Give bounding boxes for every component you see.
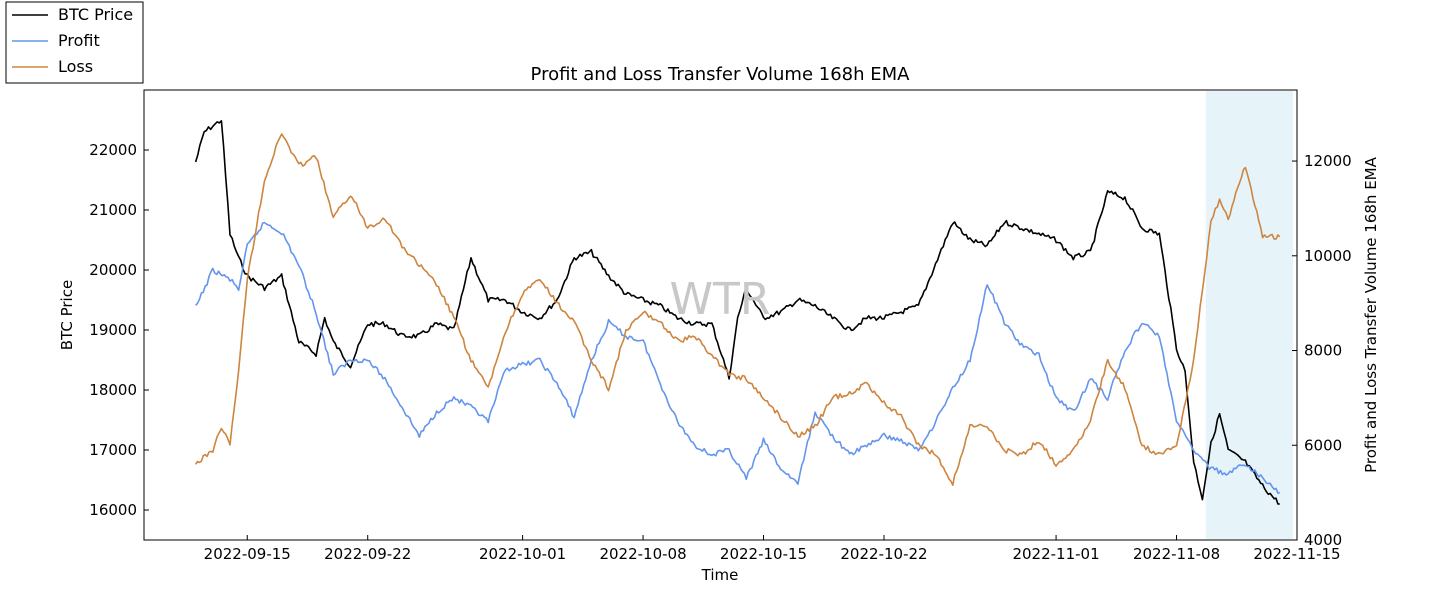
- x-tick-label: 2022-11-01: [1012, 545, 1099, 563]
- legend-label-loss: Loss: [58, 57, 93, 76]
- x-tick-label: 2022-11-15: [1253, 545, 1340, 563]
- forecast-region: [1205, 91, 1293, 539]
- legend-label-btc-price: BTC Price: [58, 5, 133, 24]
- y-tick-label-left: 20000: [89, 261, 137, 279]
- series-line-btc-price: [194, 120, 1280, 505]
- watermark: WTR: [670, 274, 771, 325]
- plot-frame: [143, 89, 1298, 541]
- y-axis-title-right: Profit and Loss Transfer Volume 168h EMA: [1362, 156, 1380, 473]
- y-tick-label-right: 10000: [1304, 247, 1352, 265]
- y-tick-label-left: 17000: [89, 441, 137, 459]
- y-axis-title-left: BTC Price: [58, 280, 76, 350]
- x-tick-label: 2022-09-15: [204, 545, 291, 563]
- y-tick-label-right: 4000: [1304, 531, 1342, 549]
- chart-title: Profit and Loss Transfer Volume 168h EMA: [531, 64, 911, 85]
- series-line-profit: [195, 221, 1281, 494]
- x-tick-label: 2022-10-22: [840, 545, 927, 563]
- y-tick-label-left: 19000: [89, 321, 137, 339]
- y-tick-label-right: 12000: [1304, 152, 1352, 170]
- y-tick-label-left: 18000: [89, 381, 137, 399]
- x-tick-label: 2022-10-15: [720, 545, 807, 563]
- x-tick-label: 2022-11-08: [1133, 545, 1220, 563]
- y-tick-label-left: 22000: [89, 141, 137, 159]
- y-tick-label-left: 21000: [89, 201, 137, 219]
- series-line-loss: [194, 133, 1281, 486]
- y-tick-label-right: 6000: [1304, 436, 1342, 454]
- x-tick-label: 2022-09-22: [324, 545, 411, 563]
- y-tick-label-left: 16000: [89, 501, 137, 519]
- x-tick-label: 2022-10-01: [479, 545, 566, 563]
- x-axis-title: Time: [701, 566, 739, 584]
- legend: BTC Price Profit Loss: [5, 1, 144, 84]
- x-tick-label: 2022-10-08: [599, 545, 686, 563]
- legend-label-profit: Profit: [58, 31, 100, 50]
- y-tick-label-right: 8000: [1304, 342, 1342, 360]
